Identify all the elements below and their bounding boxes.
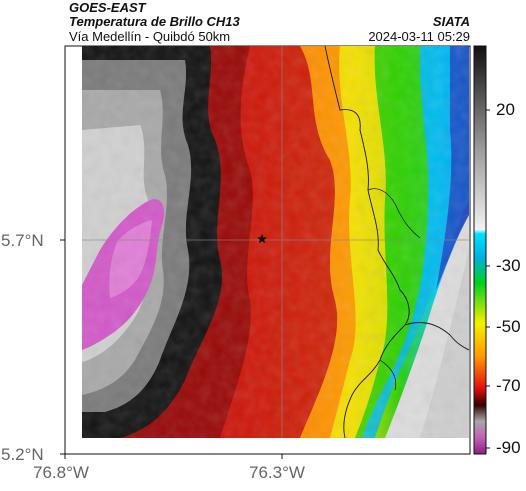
colorbar-label-20: 20 bbox=[496, 100, 515, 119]
colorbar-label-minus-50: -50 bbox=[496, 317, 521, 336]
colorbar bbox=[473, 45, 487, 455]
lat-label-5-2: 5.2°N bbox=[1, 445, 44, 464]
agency-label: GOES-EAST bbox=[69, 0, 146, 15]
lat-label-5-7: 5.7°N bbox=[1, 231, 44, 250]
colorbar-label-minus-30: -30 bbox=[496, 256, 521, 275]
colorbar-label-minus-70: -70 bbox=[496, 376, 521, 395]
lon-label-76-3: 76.3°W bbox=[249, 463, 305, 482]
lon-label-76-8: 76.8°W bbox=[33, 463, 89, 482]
region-subtitle: Vía Medellín - Quibdó 50km bbox=[69, 29, 231, 44]
organization-label: SIATA bbox=[432, 14, 470, 29]
timestamp-label: 2024-03-11 05:29 bbox=[368, 29, 470, 44]
brightness-temperature-field bbox=[82, 46, 469, 438]
colorbar-label-minus-90: -90 bbox=[496, 438, 521, 457]
product-title: Temperatura de Brillo CH13 bbox=[69, 14, 240, 29]
star-icon bbox=[257, 234, 267, 244]
